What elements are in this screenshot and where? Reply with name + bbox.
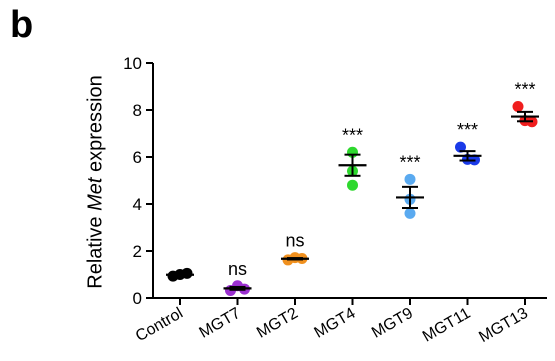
x-tick-label: MGT4: [312, 305, 359, 342]
x-tick-label: MGT11: [420, 305, 474, 346]
significance-label: ***: [457, 120, 478, 140]
y-tick-label: 10: [123, 54, 142, 73]
data-point: [455, 141, 466, 153]
data-point: [512, 100, 524, 112]
significance-label: ns: [285, 231, 304, 251]
x-tick-label: MGT7: [197, 305, 244, 342]
y-tick-label: 0: [133, 289, 142, 308]
significance-label: ***: [514, 79, 535, 99]
x-tick-label: MGT13: [476, 305, 531, 346]
x-tick-label: Control: [133, 305, 186, 346]
significance-label: ***: [399, 152, 420, 172]
y-tick-label: 2: [133, 242, 142, 261]
x-tick-label: MGT9: [369, 305, 416, 342]
y-tick-label: 4: [133, 195, 142, 214]
data-point: [404, 173, 416, 185]
y-tick-label: 6: [133, 148, 142, 167]
significance-label: ns: [228, 259, 247, 279]
panel-label: b: [10, 4, 34, 46]
y-tick-label: 8: [133, 101, 142, 120]
x-tick-label: MGT2: [254, 305, 301, 342]
significance-label: ***: [342, 125, 363, 145]
data-point: [404, 207, 416, 219]
data-point: [347, 179, 358, 191]
